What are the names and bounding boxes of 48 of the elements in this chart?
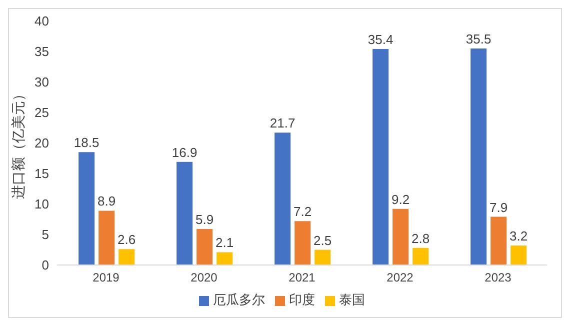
bar	[314, 250, 331, 265]
data-label: 2.5	[314, 232, 332, 248]
bar	[274, 132, 291, 265]
y-tick-label: 35	[34, 44, 49, 60]
y-tick-label: 40	[34, 14, 49, 29]
data-label: 9.2	[392, 192, 410, 207]
data-label: 2.8	[412, 230, 430, 246]
y-tick-label: 25	[34, 105, 49, 120]
bar	[118, 249, 135, 265]
bar	[392, 208, 409, 265]
x-tick-label: 2020	[190, 270, 218, 285]
y-axis-title: 进口额（亿美元）	[10, 87, 26, 199]
legend-label: 泰国	[339, 292, 365, 307]
y-tick-label: 5	[42, 227, 49, 242]
bar	[470, 48, 487, 265]
data-label: 35.5	[466, 31, 492, 46]
bar	[216, 252, 233, 265]
bar	[176, 162, 193, 265]
x-tick-label: 2022	[386, 270, 414, 285]
x-tick-label: 2021	[288, 270, 316, 285]
bar	[490, 216, 507, 265]
bar	[294, 221, 311, 265]
data-label: 21.7	[270, 116, 296, 131]
data-label: 16.9	[172, 144, 198, 160]
y-tick-label: 0	[42, 258, 49, 273]
y-tick-label: 15	[34, 166, 49, 182]
y-tick-label: 10	[34, 196, 49, 212]
y-tick-label: 20	[34, 136, 49, 151]
x-tick-label: 2023	[484, 270, 512, 285]
data-label: 7.9	[490, 200, 508, 215]
data-label: 3.2	[510, 228, 528, 244]
legend-label: 印度	[289, 292, 315, 307]
data-label: 2.1	[216, 235, 234, 250]
data-label: 8.9	[98, 194, 116, 209]
data-label: 35.4	[368, 32, 394, 48]
data-label: 2.6	[118, 232, 136, 248]
data-label: 18.5	[74, 135, 100, 150]
data-label: 5.9	[196, 212, 214, 228]
x-tick-label: 2019	[92, 270, 120, 285]
y-tick-label: 30	[34, 74, 49, 90]
bar	[196, 229, 213, 265]
data-label: 7.2	[294, 204, 312, 220]
legend-label: 厄瓜多尔	[213, 292, 265, 307]
bar	[372, 49, 389, 265]
bar	[98, 210, 115, 265]
bar	[78, 152, 95, 265]
bar	[412, 248, 429, 265]
bar	[510, 245, 527, 265]
